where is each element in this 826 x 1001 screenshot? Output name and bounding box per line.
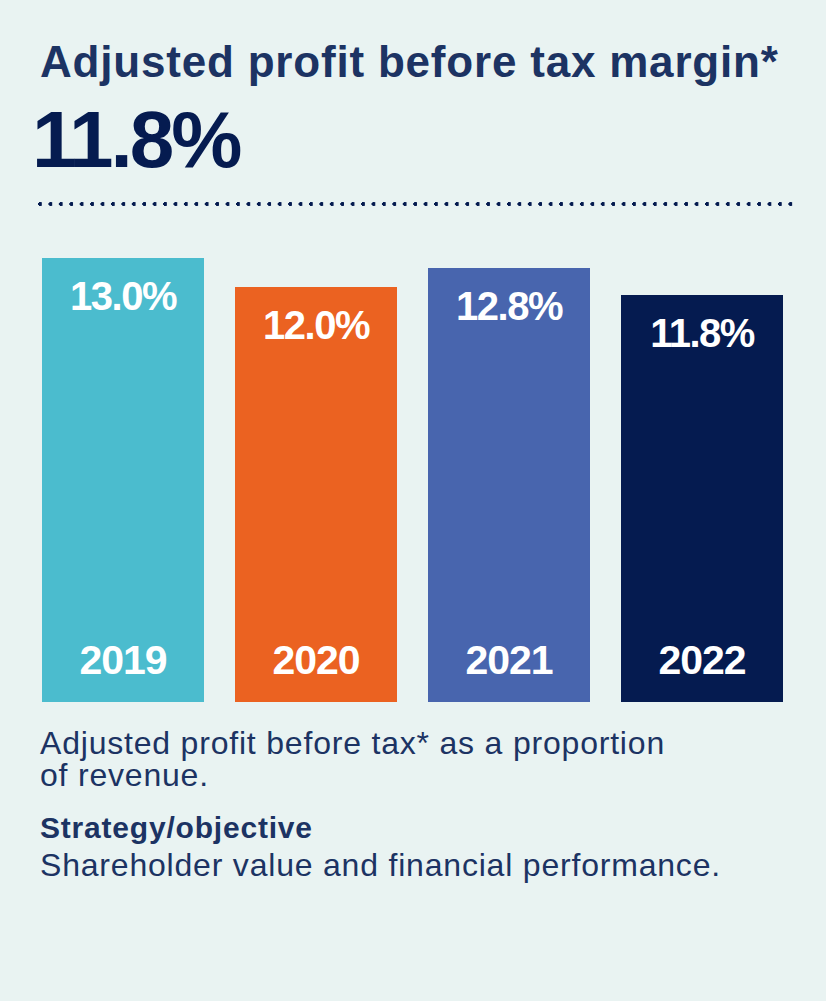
bar-2021: 12.8% 2021 xyxy=(428,268,590,702)
bar-value-label: 11.8% xyxy=(621,311,783,356)
footnote-block: Adjusted profit before tax* as a proport… xyxy=(40,727,786,882)
description-line: Adjusted profit before tax* as a proport… xyxy=(40,725,665,761)
bar-value-label: 13.0% xyxy=(42,274,204,319)
description-line: of revenue. xyxy=(40,757,209,793)
bar-category-label: 2019 xyxy=(42,637,204,684)
page: Adjusted profit before tax margin* 11.8%… xyxy=(0,0,826,1001)
bar-category-label: 2021 xyxy=(428,637,590,684)
bar-category-label: 2020 xyxy=(235,637,397,684)
bar-value-label: 12.8% xyxy=(428,284,590,329)
bar-value-label: 12.0% xyxy=(235,303,397,348)
bar-2019: 13.0% 2019 xyxy=(42,258,204,702)
chart-description: Adjusted profit before tax* as a proport… xyxy=(40,727,786,791)
bar-category-label: 2022 xyxy=(621,637,783,684)
strategy-objective-text: Shareholder value and financial performa… xyxy=(40,848,786,882)
bar-2022: 11.8% 2022 xyxy=(621,295,783,702)
bar-2020: 12.0% 2020 xyxy=(235,287,397,702)
strategy-objective-label: Strategy/objective xyxy=(40,811,786,845)
